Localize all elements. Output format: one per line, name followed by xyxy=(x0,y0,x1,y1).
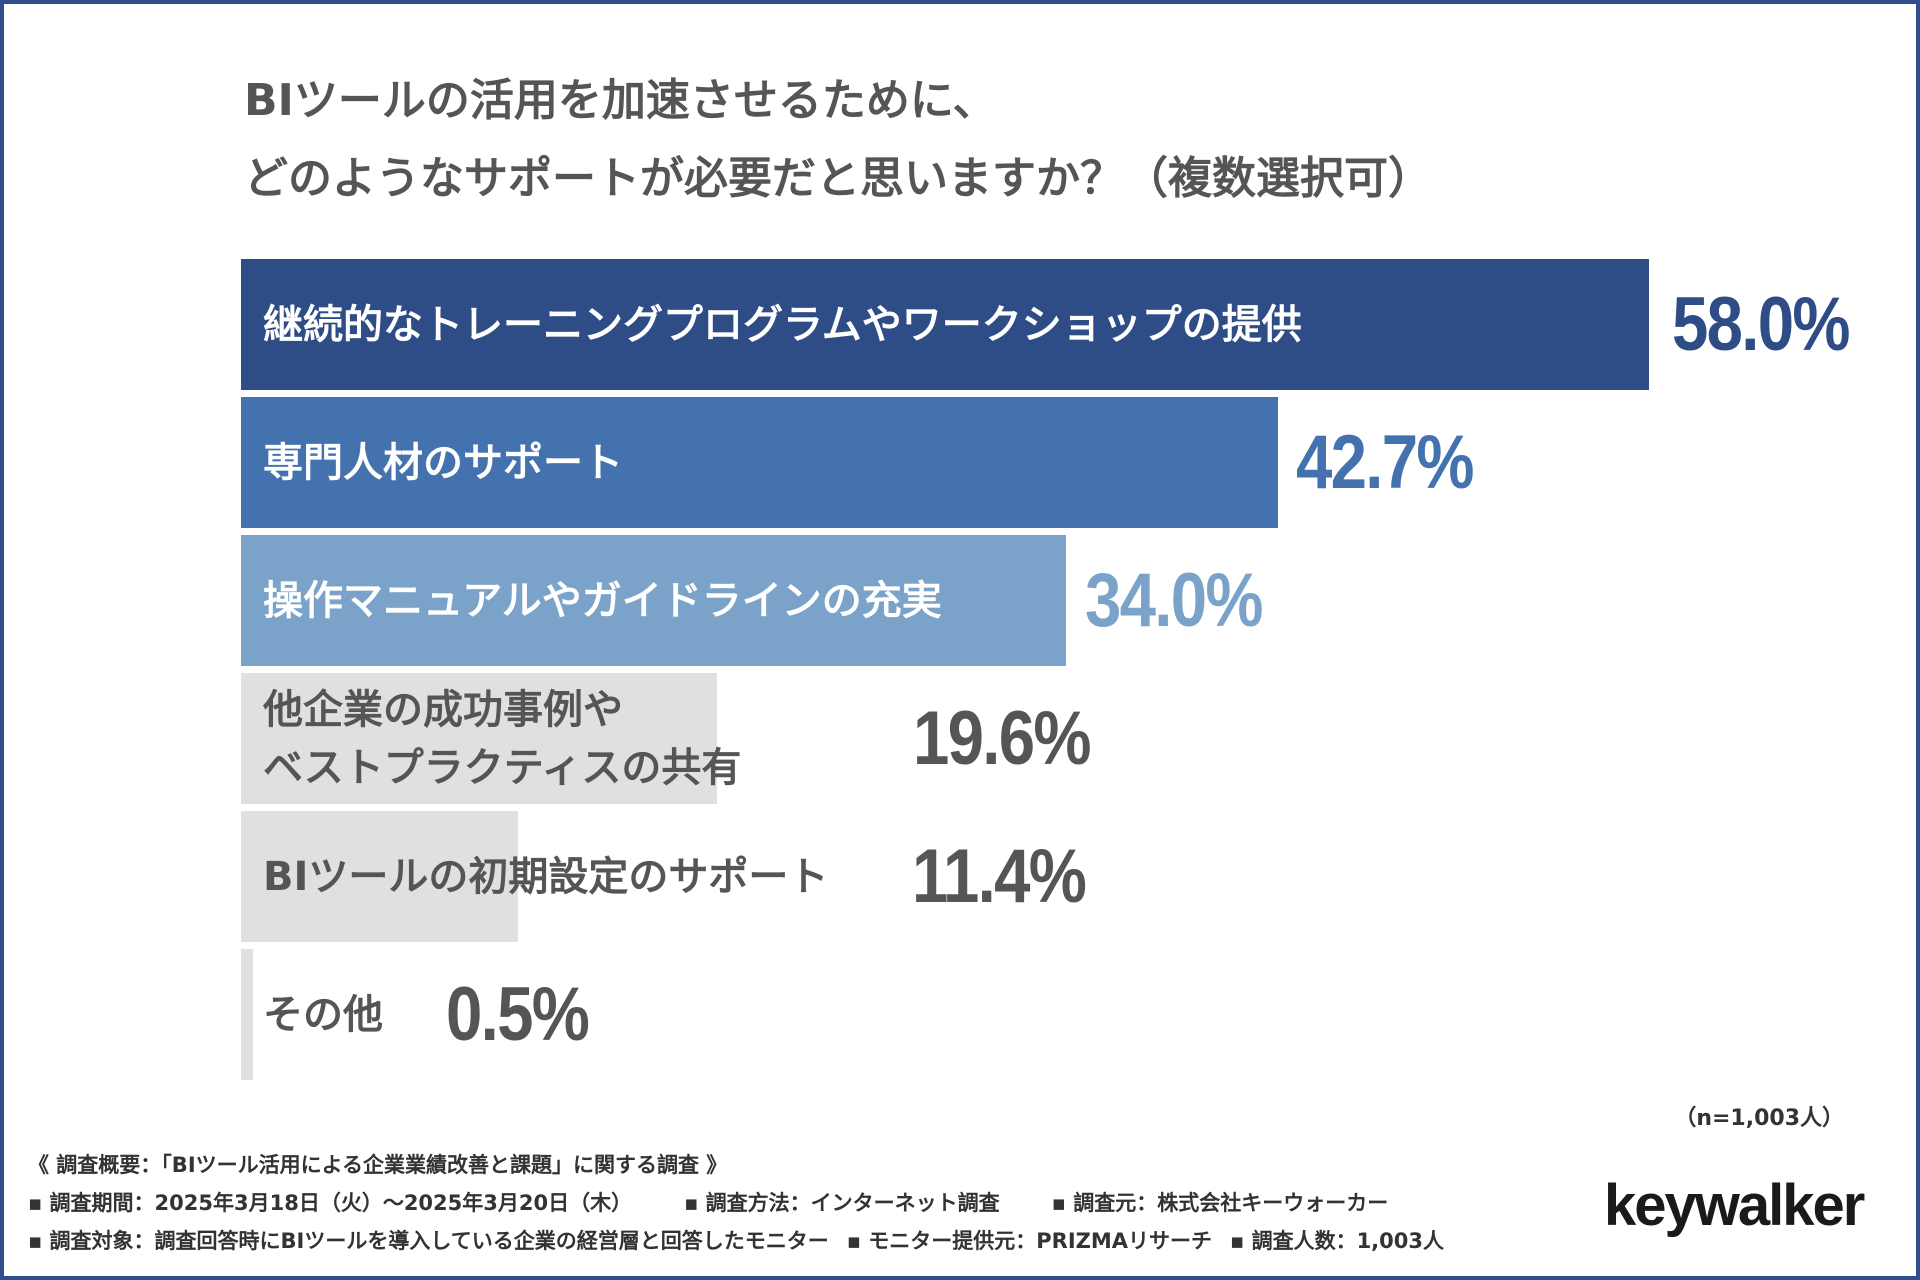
survey-count: ▪ 調査人数：1,003人 xyxy=(1230,1229,1444,1253)
survey-footer: 《 調査概要：「BIツール活用による企業業績改善と課題」に関する調査 》 ▪ 調… xyxy=(28,1146,1444,1260)
sample-size-note: （n=1,003人） xyxy=(1674,1106,1844,1131)
keywalker-logo: keywalker xyxy=(1604,1173,1865,1238)
bar-1 xyxy=(241,259,1649,390)
chart-title: BIツールの活用を加速させるために、 どのようなサポートが必要だと思いますか？（… xyxy=(244,62,1744,218)
survey-target: ▪ 調査対象：調査回答時にBIツールを導入している企業の経営層と回答したモニター xyxy=(28,1229,829,1253)
survey-summary: 《 調査概要：「BIツール活用による企業業績改善と課題」に関する調査 》 xyxy=(28,1153,728,1177)
category-label-6: その他 xyxy=(263,991,383,1038)
value-label-1: 58.0% xyxy=(1672,282,1850,367)
category-label-1: 継続的なトレーニングプログラムやワークショップの提供 xyxy=(263,301,1302,348)
category-label-4: 他企業の成功事例や ベストプラクティスの共有 xyxy=(263,686,742,791)
chart-title-line-1: BIツールの活用を加速させるために、 xyxy=(244,75,997,126)
survey-period: ▪ 調査期間：2025年3月18日（火）〜2025年3月20日（木） xyxy=(28,1191,633,1215)
value-label-4: 19.6% xyxy=(913,696,1091,781)
bar-3 xyxy=(241,535,1067,666)
value-label-6: 0.5% xyxy=(446,972,590,1057)
survey-provider: ▪ モニター提供元：PRIZMAリサーチ xyxy=(846,1229,1213,1253)
bar-2 xyxy=(241,397,1278,528)
category-label-3: 操作マニュアルやガイドラインの充実 xyxy=(263,577,942,624)
chart-title-line-2: どのようなサポートが必要だと思いますか？（複数選択可） xyxy=(244,153,1432,204)
value-label-2: 42.7% xyxy=(1296,420,1474,505)
category-label-2: 専門人材のサポート xyxy=(263,439,623,486)
survey-source: ▪ 調査元：株式会社キーウォーカー xyxy=(1051,1191,1389,1215)
value-label-3: 34.0% xyxy=(1085,558,1263,643)
bar-6 xyxy=(241,949,254,1080)
bar-5 xyxy=(241,811,518,942)
category-label-5: BIツールの初期設定のサポート xyxy=(263,853,829,900)
bar-4 xyxy=(241,673,717,804)
value-label-5: 11.4% xyxy=(912,834,1087,919)
survey-method: ▪ 調査方法：インターネット調査 xyxy=(684,1191,1000,1215)
